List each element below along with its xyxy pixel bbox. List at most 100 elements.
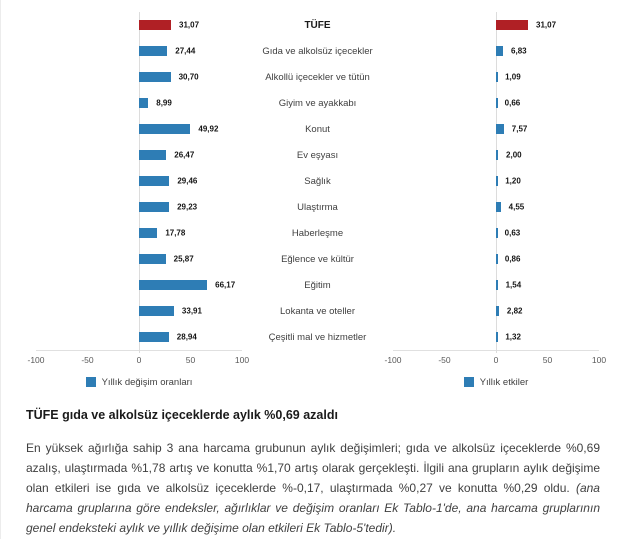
bar-row: 29,23 <box>36 194 242 220</box>
x-axis-tick-label: 0 <box>136 355 142 365</box>
bar-value-label: 7,57 <box>511 124 528 134</box>
bar <box>139 46 168 56</box>
bar-row: 33,91 <box>36 298 242 324</box>
bar-value-label: 1,54 <box>505 280 522 290</box>
bar-row: 49,92 <box>36 116 242 142</box>
bar-value-label: 1,20 <box>505 176 521 186</box>
x-axis-tick-label: 100 <box>591 355 607 365</box>
category-label: Gıda ve alkolsüz içecekler <box>262 45 373 57</box>
right-x-axis: -100 -50 0 50 100 <box>384 355 606 369</box>
bar-row: 29,46 <box>36 168 242 194</box>
bar-row: 2,00 <box>393 142 599 168</box>
bar <box>496 46 504 56</box>
category-label: Konut <box>305 123 330 135</box>
bar-value-label: 1,32 <box>505 332 521 342</box>
bar-row: 2,82 <box>393 298 599 324</box>
bar-row: 1,54 <box>393 272 599 298</box>
bar-value-label: 0,66 <box>504 98 521 108</box>
bar <box>496 72 498 82</box>
bar-row: 6,83 <box>393 38 599 64</box>
bar <box>139 254 166 264</box>
bar-row: 66,17 <box>36 272 242 298</box>
bar-value-label: 29,23 <box>177 202 198 212</box>
bar-value-label: 6,83 <box>511 46 527 56</box>
category-label: Çeşitli mal ve hizmetler <box>268 331 367 343</box>
body-main-text: En yüksek ağırlığa sahip 3 ana harcama g… <box>26 441 600 495</box>
bar <box>139 280 208 290</box>
chart-annual-change-rates: 31,07 27,44 30,70 8,99 49,92 26,47 29,46 29,23 1… <box>27 12 249 388</box>
bar-row: 0,86 <box>393 246 599 272</box>
legend-label: Yıllık etkiler <box>479 376 529 388</box>
x-axis-tick-label: 50 <box>542 355 553 365</box>
bar <box>496 254 498 264</box>
x-axis-tick-label: 0 <box>493 355 499 365</box>
bar <box>139 124 191 134</box>
body-paragraph: En yüksek ağırlığa sahip 3 ana harcama g… <box>26 438 600 538</box>
category-label: Eğlence ve kültür <box>281 253 354 265</box>
category-label: Eğitim <box>304 279 331 291</box>
bar <box>496 332 498 342</box>
bar <box>496 150 499 160</box>
bar-value-label: 2,00 <box>506 150 522 160</box>
bar-value-label: 31,07 <box>179 20 200 30</box>
legend-swatch-icon <box>463 377 474 387</box>
bar <box>496 280 498 290</box>
bar-highlight <box>496 20 528 30</box>
category-label: TÜFE <box>304 19 331 31</box>
bar <box>139 176 170 186</box>
bar <box>496 306 499 316</box>
bar-row: 31,07 <box>36 12 242 38</box>
bar-row: 0,63 <box>393 220 599 246</box>
bar-row: 25,87 <box>36 246 242 272</box>
bar-value-label: 0,86 <box>504 254 521 264</box>
bar-row: 1,20 <box>393 168 599 194</box>
bar-row: 17,78 <box>36 220 242 246</box>
dual-bar-chart-figure: 31,07 27,44 30,70 8,99 49,92 26,47 29,46 29,23 1… <box>1 0 625 388</box>
legend-swatch-icon <box>85 377 96 387</box>
bar-value-label: 17,78 <box>165 228 186 238</box>
bar-value-label: 28,94 <box>176 332 197 342</box>
bar-value-label: 27,44 <box>175 46 196 56</box>
x-axis-tick-label: -100 <box>384 355 402 365</box>
category-label: Haberleşme <box>291 227 344 239</box>
left-legend: Yıllık değişim oranları <box>36 376 242 388</box>
bar-value-label: 8,99 <box>156 98 172 108</box>
category-label: Lokanta ve oteller <box>280 305 355 317</box>
bar-row: 4,55 <box>393 194 599 220</box>
section-heading: TÜFE gıda ve alkolsüz içeceklerde aylık … <box>26 408 338 422</box>
bar-row: 26,47 <box>36 142 242 168</box>
right-plot-area: 31,07 6,83 1,09 0,66 7,57 2,00 1,20 4,55 0,63 0,8… <box>393 12 599 353</box>
bar-row: 1,09 <box>393 64 599 90</box>
category-labels-column: TÜFE Gıda ve alkolsüz içecekler Alkollü iç… <box>242 12 393 388</box>
category-label: Ulaştırma <box>297 201 338 213</box>
bar-value-label: 25,87 <box>173 254 194 264</box>
bar <box>139 228 158 238</box>
category-label: Sağlık <box>304 175 331 187</box>
bar <box>139 150 167 160</box>
bar-value-label: 49,92 <box>198 124 219 134</box>
bar <box>496 98 498 108</box>
article-text: TÜFE gıda ve alkolsüz içeceklerde aylık … <box>26 408 600 538</box>
bar-highlight <box>139 20 171 30</box>
bar-value-label: 33,91 <box>181 306 202 316</box>
left-x-axis: -100 -50 0 50 100 <box>27 355 249 369</box>
bar-row: 30,70 <box>36 64 242 90</box>
bar-value-label: 0,63 <box>504 228 521 238</box>
right-legend: Yıllık etkiler <box>393 376 599 388</box>
bar-value-label: 26,47 <box>174 150 195 160</box>
bar-row: 8,99 <box>36 90 242 116</box>
chart-annual-effects: 31,07 6,83 1,09 0,66 7,57 2,00 1,20 4,55 0,63 0,8… <box>384 12 606 388</box>
category-label: Ev eşyası <box>296 149 339 161</box>
legend-label: Yıllık değişim oranları <box>101 376 193 388</box>
bar <box>139 202 170 212</box>
x-axis-tick-label: -100 <box>27 355 45 365</box>
bar-value-label: 30,70 <box>178 72 199 82</box>
bar <box>139 98 149 108</box>
bar-value-label: 1,09 <box>505 72 521 82</box>
bar-row: 1,32 <box>393 324 599 350</box>
bar-value-label: 66,17 <box>215 280 236 290</box>
bar <box>139 306 174 316</box>
left-plot-area: 31,07 27,44 30,70 8,99 49,92 26,47 29,46 29,23 1… <box>36 12 242 353</box>
bar <box>496 176 498 186</box>
